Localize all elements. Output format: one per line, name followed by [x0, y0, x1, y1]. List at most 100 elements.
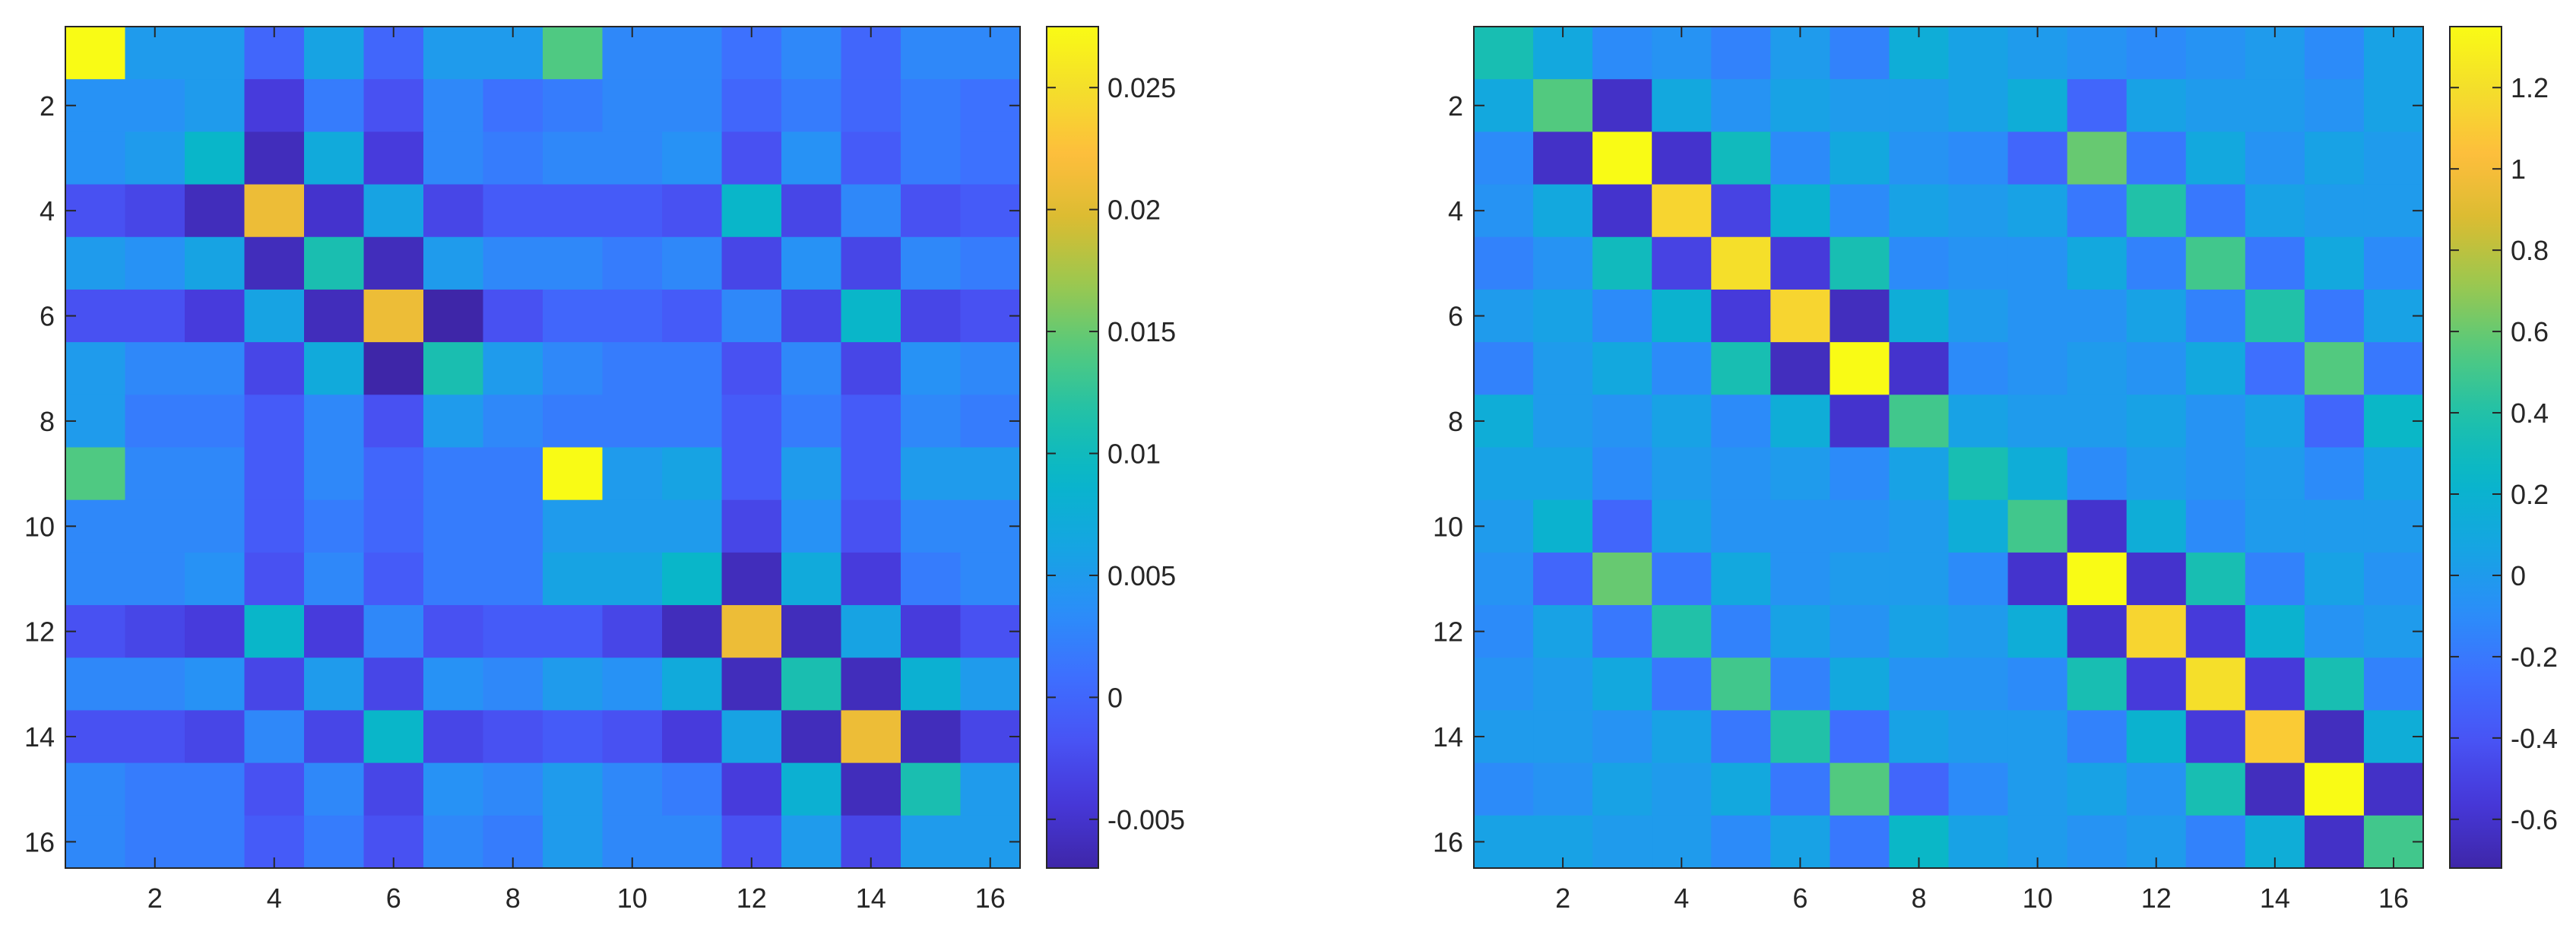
colorbar-tick-label: -0.4 [2511, 723, 2558, 754]
heatmap-cell [781, 27, 842, 80]
heatmap-cell [841, 132, 901, 185]
heatmap-cell [2304, 289, 2365, 343]
heatmap-cell [125, 552, 185, 606]
heatmap-cell [244, 710, 305, 764]
x-tick-label: 2 [1555, 883, 1570, 914]
heatmap-cell [662, 342, 723, 395]
heatmap-cell [483, 342, 543, 395]
heatmap-cell [543, 395, 604, 448]
heatmap-cell [1533, 236, 1593, 290]
heatmap-cell [244, 499, 305, 553]
heatmap-cell [781, 342, 842, 395]
heatmap-cell [841, 184, 901, 238]
heatmap-cell [2185, 815, 2246, 869]
heatmap-cell [185, 132, 246, 185]
heatmap-cell [602, 236, 663, 290]
heatmap-cell [901, 236, 962, 290]
heatmap-cell [1830, 79, 1890, 132]
heatmap-cell [2363, 762, 2424, 816]
heatmap-cell [841, 79, 901, 132]
heatmap-cell [2007, 132, 2068, 185]
heatmap-cell [1592, 815, 1652, 869]
heatmap-cell [1592, 395, 1652, 448]
heatmap-cell [1474, 27, 1534, 80]
x-tick-label: 12 [737, 883, 767, 914]
heatmap-cell [1711, 499, 1771, 553]
heatmap-cell [185, 552, 246, 606]
heatmap-cell [2304, 184, 2365, 238]
axes-box [65, 26, 1021, 869]
heatmap-cell [602, 605, 663, 658]
heatmap-cell [901, 342, 962, 395]
heatmap-cell [662, 762, 723, 816]
heatmap-cell [662, 605, 723, 658]
heatmap-cell [1533, 342, 1593, 395]
heatmap-cell [901, 552, 962, 606]
heatmap-cell [662, 289, 723, 343]
heatmap-cell [483, 605, 543, 658]
heatmap-cell [1652, 132, 1712, 185]
heatmap-cell [2245, 762, 2305, 816]
colorbar-tick-label: 1.2 [2511, 72, 2549, 103]
x-tick-label: 12 [2141, 883, 2172, 914]
heatmap-cell [2007, 447, 2068, 501]
heatmap-cell [1592, 236, 1652, 290]
heatmap-cell [960, 342, 1021, 395]
heatmap-cell [244, 447, 305, 501]
heatmap-cell [2067, 184, 2128, 238]
heatmap-cell [662, 184, 723, 238]
heatmap-cell [363, 710, 424, 764]
heatmap-cell [185, 342, 246, 395]
heatmap-cell [423, 552, 484, 606]
heatmap-cell [1652, 184, 1712, 238]
x-tick-label: 14 [2260, 883, 2290, 914]
heatmap-cell [423, 710, 484, 764]
heatmap-cell [2185, 447, 2246, 501]
heatmap-cell [2245, 289, 2305, 343]
heatmap-cell [483, 499, 543, 553]
heatmap-cell [1533, 605, 1593, 658]
heatmap-cell [1711, 132, 1771, 185]
heatmap-cell [662, 552, 723, 606]
heatmap-cell [483, 236, 543, 290]
heatmap-cell [244, 342, 305, 395]
heatmap-cell [363, 236, 424, 290]
heatmap-cell [1533, 79, 1593, 132]
heatmap-cell [543, 605, 604, 658]
heatmap-cell [2007, 289, 2068, 343]
heatmap-cell [2067, 236, 2128, 290]
x-tick-label: 4 [1674, 883, 1689, 914]
heatmap-cell [185, 27, 246, 80]
heatmap-cell [1770, 236, 1830, 290]
heatmap-cell [721, 132, 782, 185]
heatmap-cell [423, 236, 484, 290]
heatmap-cell [2185, 289, 2246, 343]
heatmap-cell [65, 27, 126, 80]
heatmap-cell [602, 447, 663, 501]
heatmap-cell [960, 552, 1021, 606]
heatmap-cell [244, 132, 305, 185]
colorbar-tick-label: 0 [1107, 682, 1123, 713]
y-tick-label: 6 [1448, 301, 1463, 332]
heatmap-cell [1533, 710, 1593, 764]
y-tick-label: 14 [24, 721, 55, 753]
heatmap-cell [2304, 605, 2365, 658]
heatmap-cell [2245, 499, 2305, 553]
heatmap-cell [543, 79, 604, 132]
heatmap-2: 2 4 6 8 10 12 14 16 2 4 6 8 10 12 14 16 -0.6 -0.4 -0.2 0 0.2… [1433, 26, 2558, 914]
heatmap-cell [1474, 762, 1534, 816]
heatmap-cell [1592, 710, 1652, 764]
heatmap-cell [2007, 395, 2068, 448]
heatmap-cell [185, 710, 246, 764]
heatmap-cell [244, 395, 305, 448]
heatmap-cell [662, 815, 723, 869]
heatmap-cell [781, 762, 842, 816]
heatmap-cell [2126, 395, 2187, 448]
heatmap-cell [1533, 762, 1593, 816]
heatmap-cell [1948, 762, 2009, 816]
heatmap-cell [2245, 552, 2305, 606]
heatmap-cell [2245, 447, 2305, 501]
heatmap-cell [1592, 184, 1652, 238]
heatmap-cell [2007, 658, 2068, 711]
axes-box [1473, 26, 2424, 869]
